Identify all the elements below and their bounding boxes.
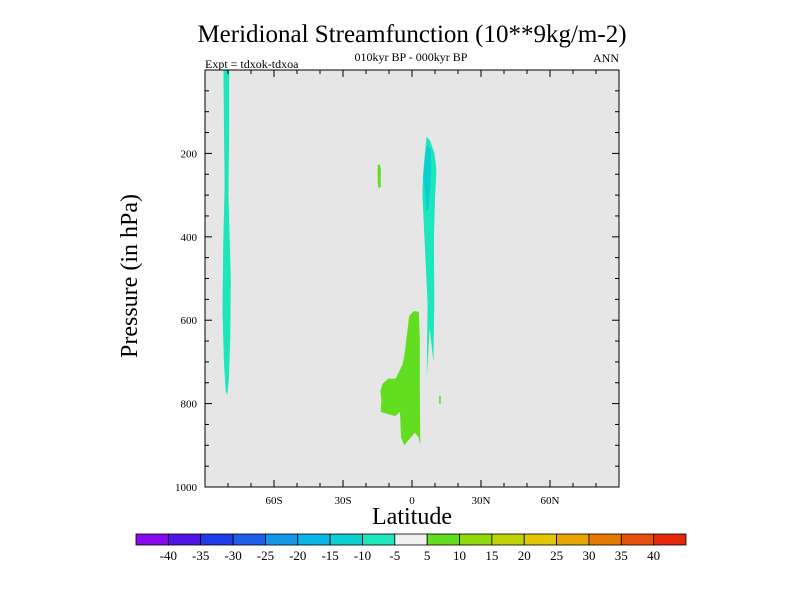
colorbar-swatch: [265, 533, 299, 546]
region-sh-column-negative: [222, 70, 231, 396]
colorbar-swatch: [329, 533, 363, 546]
contour-regions: [222, 70, 441, 446]
region-tropical-lower-positive: [380, 311, 421, 446]
region-nh-column-core: [423, 145, 432, 212]
colorbar-label: -35: [192, 548, 209, 563]
x-axis-label: Latitude: [372, 504, 452, 530]
x-tick-label: 30S: [334, 495, 351, 507]
season-label: ANN: [593, 51, 619, 65]
colorbar-swatch: [362, 533, 396, 546]
colorbar-swatch: [232, 533, 266, 546]
colorbar-label: 35: [615, 548, 628, 563]
x-tick-label: 0: [409, 495, 415, 507]
x-tick-label: 30N: [472, 495, 491, 507]
colorbar-swatch: [620, 533, 655, 546]
colorbar-swatch: [135, 533, 169, 546]
colorbar-swatch: [459, 533, 493, 546]
colorbar-swatch: [167, 533, 202, 546]
colorbar-label: -15: [321, 548, 338, 563]
y-axis-label: Pressure (in hPa): [117, 194, 143, 358]
region-small-positive-patch: [377, 164, 381, 189]
colorbar-swatch: [297, 533, 331, 546]
colorbar-label: 25: [550, 548, 563, 563]
colorbar-label: 10: [453, 548, 466, 563]
y-axis: 200 400 600 800 1000: [175, 69, 619, 494]
colorbar-swatch: [588, 533, 622, 546]
y-tick-label: 400: [181, 232, 198, 244]
y-tick-label: 800: [181, 399, 198, 411]
y-tick-label: 200: [181, 148, 198, 160]
x-tick-label: 60S: [265, 495, 282, 507]
experiment-label: Expt = tdxok-tdxoa: [205, 57, 299, 71]
colorbar-label: 40: [647, 548, 660, 563]
colorbar-label: -5: [389, 548, 400, 563]
chart-subtitle: 010kyr BP - 000kyr BP: [355, 50, 468, 64]
y-tick-label: 600: [181, 315, 198, 327]
y-tick-label: 1000: [175, 482, 198, 494]
colorbar-label: -25: [257, 548, 274, 563]
colorbar-label: 20: [518, 548, 531, 563]
colorbar-label: -10: [354, 548, 371, 563]
x-axis: 60S 30S 0 30N 60N: [204, 70, 620, 507]
chart-title: Meridional Streamfunction (10**9kg/m-2): [197, 21, 626, 48]
colorbar-label: -20: [289, 548, 306, 563]
colorbar-label: -40: [160, 548, 177, 563]
colorbar-label: 30: [582, 548, 595, 563]
region-tiny-positive-mark: [439, 396, 441, 404]
colorbar-swatch: [556, 533, 590, 546]
colorbar-label: 15: [485, 548, 498, 563]
colorbar-swatch: [653, 533, 687, 546]
colorbar-swatch: [394, 533, 428, 546]
colorbar-label: 5: [424, 548, 431, 563]
colorbar-swatch: [523, 533, 557, 546]
colorbar-swatch: [491, 533, 525, 546]
colorbar-swatch: [426, 533, 460, 546]
colorbar-label: -30: [224, 548, 241, 563]
colorbar-swatch: [200, 533, 234, 546]
colorbar: -40 -35 -30 -25 -20 -15 -10 -5 5 10 15 20 25 30 35 40: [135, 533, 687, 563]
x-tick-label: 60N: [541, 495, 560, 507]
